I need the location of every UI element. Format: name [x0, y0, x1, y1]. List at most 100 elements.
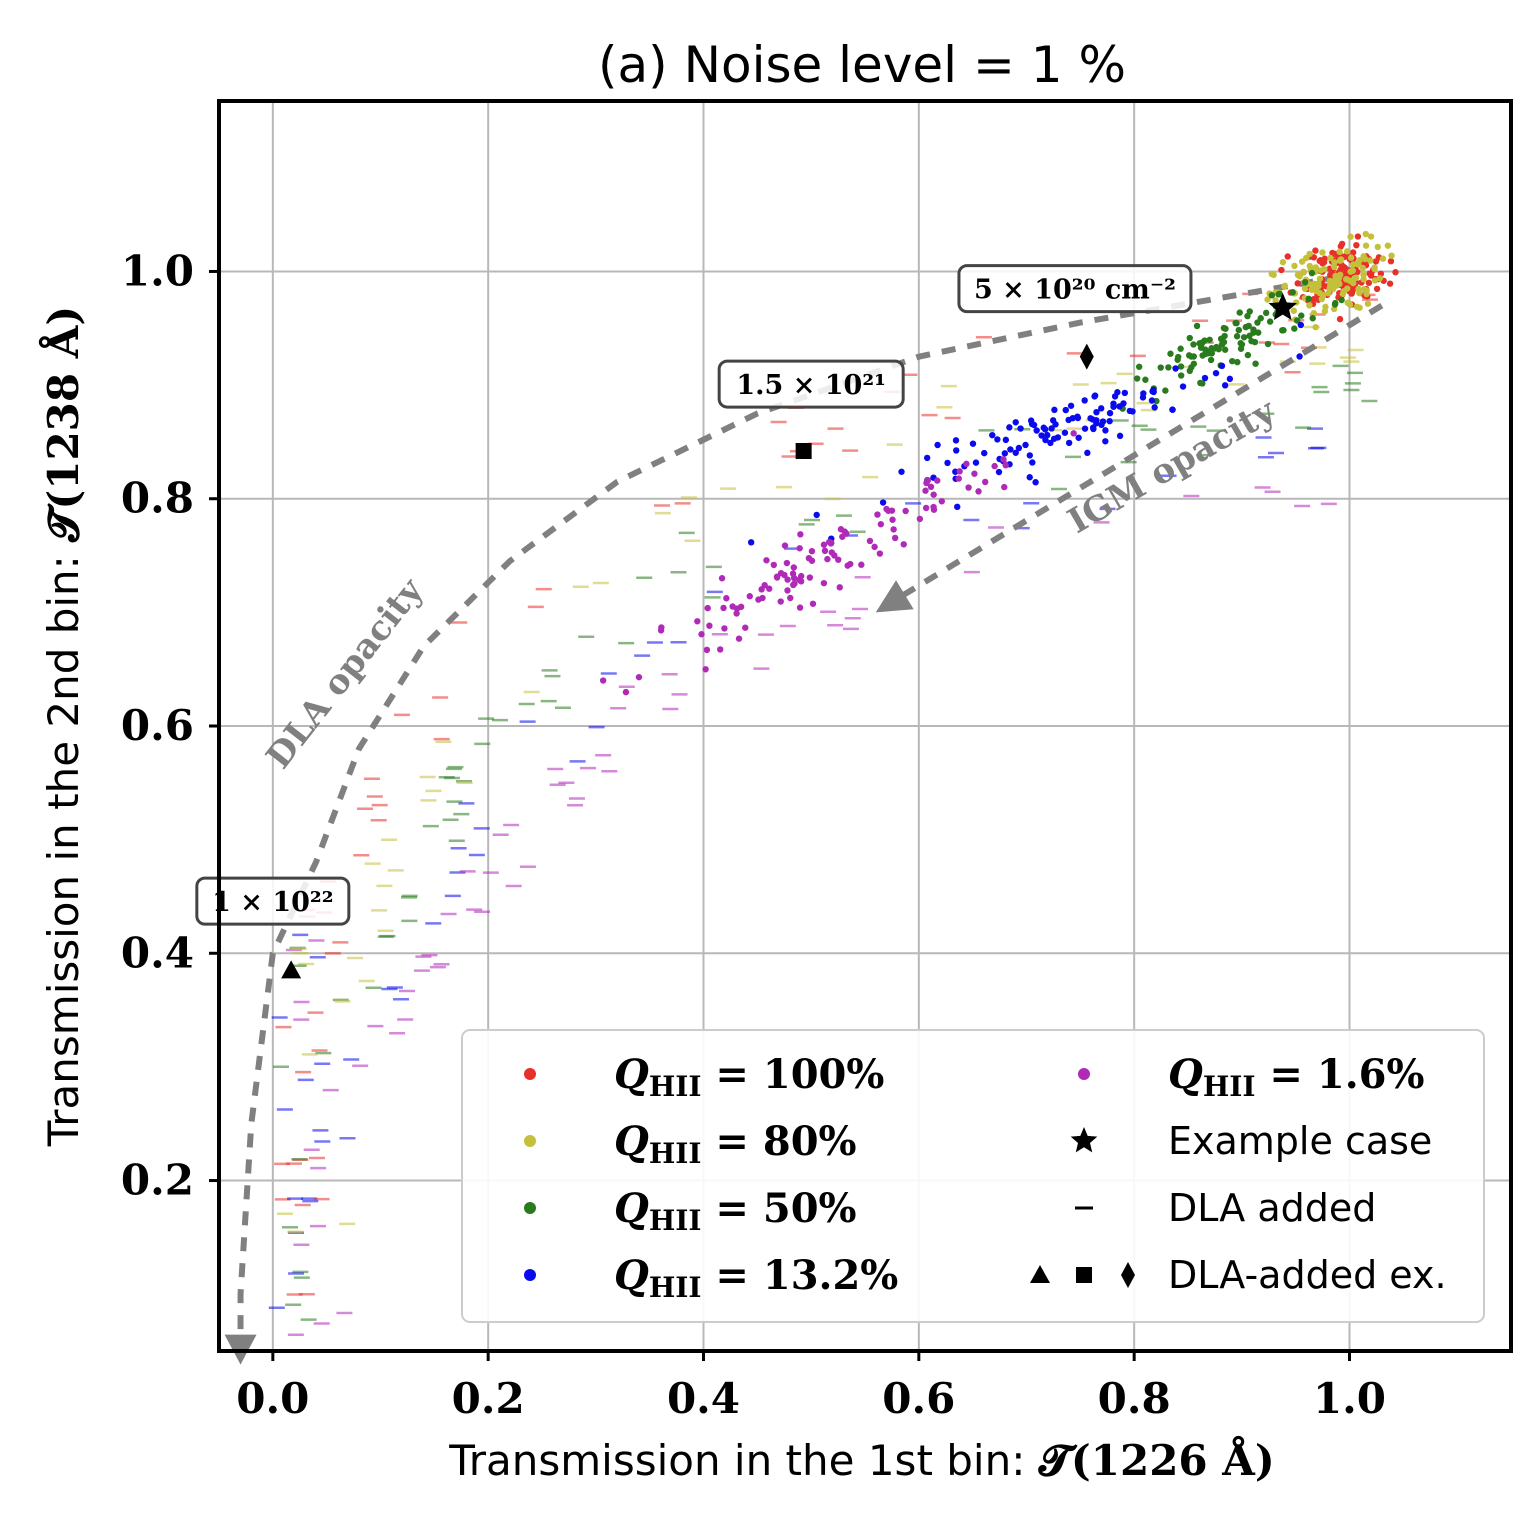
data-point — [747, 539, 755, 546]
data-point — [1349, 249, 1357, 256]
legend-symbol: Q — [1168, 1051, 1203, 1098]
data-point — [759, 594, 766, 602]
dla-example-diamond — [1079, 343, 1094, 370]
data-point — [821, 547, 829, 555]
x-tick-label: 0.6 — [882, 1374, 955, 1423]
data-point — [1186, 367, 1193, 375]
data-point — [839, 533, 846, 540]
data-point — [1206, 336, 1213, 343]
data-point — [1338, 240, 1346, 248]
data-point — [1252, 360, 1259, 367]
data-point — [1197, 379, 1204, 387]
data-point — [1212, 369, 1220, 377]
data-point — [1257, 315, 1264, 322]
data-point — [1012, 449, 1019, 456]
data-point — [787, 594, 794, 602]
chart-title: (a) Noise level = 1 % — [598, 36, 1126, 94]
data-point — [1355, 261, 1362, 268]
data-point — [971, 470, 978, 477]
data-point — [1199, 352, 1206, 359]
data-point — [1301, 285, 1309, 292]
data-point — [1102, 438, 1109, 445]
data-point — [1190, 353, 1197, 360]
data-point — [1262, 309, 1270, 317]
data-point — [1041, 426, 1049, 433]
legend-box — [461, 1029, 1485, 1323]
data-point — [1207, 356, 1215, 364]
data-point — [1235, 326, 1242, 334]
data-point — [796, 604, 804, 611]
data-point — [1346, 301, 1354, 308]
data-point — [930, 503, 937, 511]
data-point — [1305, 295, 1312, 303]
data-point — [797, 531, 804, 538]
data-point — [798, 572, 805, 580]
legend-subscript: HII — [649, 1070, 702, 1103]
data-point — [1233, 319, 1240, 327]
data-point — [1310, 280, 1318, 287]
data-point — [622, 688, 630, 696]
data-point — [1268, 270, 1275, 278]
data-point — [1264, 296, 1271, 303]
data-point — [820, 579, 828, 587]
data-point — [835, 556, 842, 563]
data-point — [1281, 282, 1289, 290]
data-point — [975, 488, 982, 495]
data-point — [836, 584, 843, 591]
data-point — [1388, 252, 1395, 259]
data-point — [1284, 253, 1291, 260]
x-tick-label: 0.2 — [452, 1374, 525, 1423]
data-point — [1392, 269, 1399, 276]
data-point — [1255, 329, 1262, 336]
data-point — [1074, 413, 1081, 420]
data-point — [1330, 263, 1338, 271]
data-point — [1091, 392, 1099, 399]
data-point — [1268, 292, 1276, 299]
data-point — [1367, 233, 1375, 240]
data-point — [1148, 397, 1156, 404]
data-point — [1351, 275, 1359, 282]
data-point — [1167, 350, 1174, 357]
y-ticks: 0.2 0.4 0.6 0.8 1.0 — [121, 246, 219, 1205]
data-point — [1126, 407, 1134, 415]
data-point — [991, 462, 998, 470]
data-point — [1177, 345, 1184, 352]
data-point — [704, 604, 711, 612]
column-density-label: 5 × 10²⁰ cm⁻² — [974, 275, 1176, 306]
data-point — [938, 498, 945, 505]
data-point — [1387, 258, 1395, 265]
data-point — [1061, 429, 1069, 436]
data-point — [981, 449, 988, 457]
data-point — [1350, 261, 1357, 268]
data-point — [1279, 258, 1287, 266]
data-point — [890, 526, 897, 533]
data-point — [1133, 375, 1141, 382]
data-point — [900, 541, 907, 548]
x-axis-label-math: 𝓣(1226 Å) — [1038, 1435, 1275, 1485]
data-point — [763, 557, 770, 564]
data-point — [1301, 278, 1309, 286]
data-point — [1106, 409, 1114, 417]
data-point — [1374, 243, 1381, 251]
data-point — [1248, 337, 1255, 345]
data-point — [1221, 346, 1229, 353]
column-density-box — [195, 876, 351, 926]
data-point — [1296, 353, 1303, 360]
data-point — [1026, 452, 1034, 459]
data-point — [1022, 441, 1029, 449]
data-point — [1007, 446, 1014, 453]
data-point — [1360, 271, 1367, 279]
data-point — [1228, 357, 1236, 365]
data-point — [1233, 333, 1241, 340]
data-point — [717, 646, 724, 653]
data-point — [1336, 315, 1344, 323]
data-point — [733, 610, 740, 617]
data-point — [1336, 248, 1343, 256]
dla-example-diamond — [1121, 1262, 1135, 1288]
legend-value: = 50% — [702, 1185, 857, 1232]
data-point — [1327, 254, 1334, 262]
x-tick-label: 0.4 — [667, 1374, 740, 1423]
data-point — [922, 504, 930, 512]
data-point — [1364, 300, 1372, 307]
